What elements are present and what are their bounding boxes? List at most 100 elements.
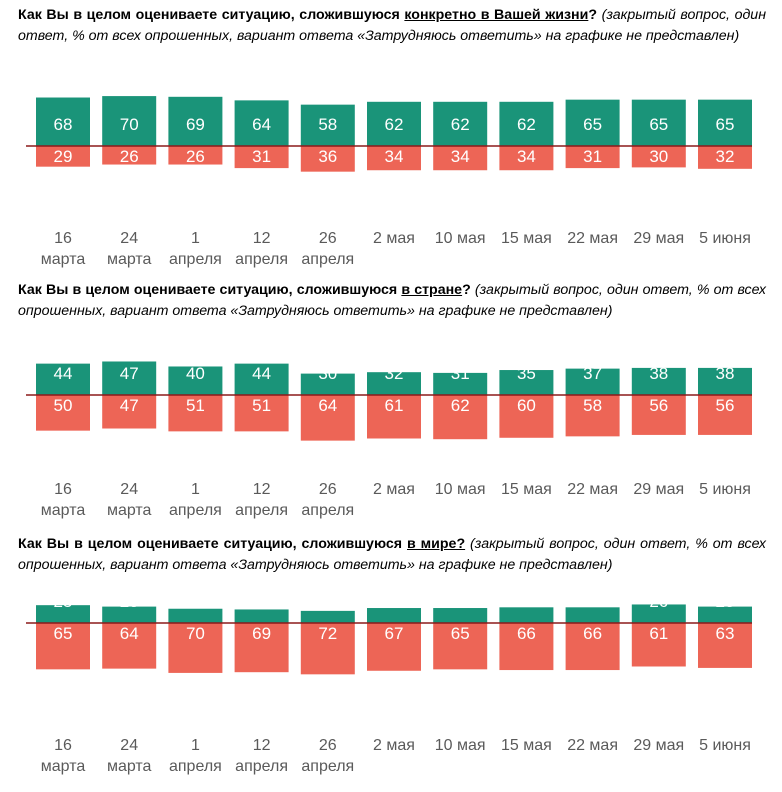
bar-negative [565, 146, 620, 169]
data-label-positive: 31 [451, 364, 470, 383]
bar-negative [499, 623, 554, 671]
bar-group: 32 61 [367, 364, 421, 439]
tick-label: апреля [301, 758, 354, 775]
tick-label: 22 мая [567, 230, 618, 247]
bar-group: 44 50 [36, 363, 90, 431]
data-label-negative: 65 [54, 624, 73, 643]
tick-label: апреля [169, 758, 222, 775]
bar-negative [168, 623, 223, 673]
data-label-negative: 34 [385, 147, 404, 166]
bar-negative [565, 623, 620, 671]
question-note: (закрытый вопрос, один ответ, % от всех … [18, 7, 766, 44]
bar-positive [433, 101, 488, 146]
data-label-positive: 38 [716, 364, 735, 383]
data-label-positive: 22 [517, 592, 536, 611]
data-label-negative: 47 [120, 396, 139, 415]
data-label-negative: 65 [451, 624, 470, 643]
data-label-negative: 50 [54, 396, 73, 415]
tick-label: 12 [253, 737, 271, 754]
data-label-negative: 51 [186, 396, 205, 415]
question-main: Как Вы в целом оцениваете ситуацию, слож… [18, 282, 402, 298]
bar-group: 37 58 [565, 364, 620, 437]
question-emphasis: в мире? [407, 536, 466, 552]
bar-negative [234, 146, 289, 169]
tick-label: марта [41, 251, 86, 268]
data-label-negative: 70 [186, 624, 205, 643]
bar-group: 64 31 [234, 100, 289, 169]
tick-label: 2 мая [373, 737, 415, 754]
data-label-negative: 58 [583, 396, 602, 415]
data-label-negative: 29 [54, 147, 73, 166]
bar-positive [433, 372, 488, 395]
tick-label: 1 [191, 230, 200, 247]
data-label-negative: 56 [649, 396, 668, 415]
data-label-negative: 61 [385, 396, 404, 415]
question-emphasis: в стране [401, 282, 463, 298]
tick-label: апреля [235, 502, 288, 519]
data-label-positive: 38 [649, 364, 668, 383]
bar-positive [36, 363, 90, 395]
bar-group: 38 56 [698, 364, 752, 435]
tick-label: 29 мая [633, 481, 684, 498]
bar-positive [433, 608, 488, 623]
bar-negative [698, 395, 752, 435]
bar-group: 23 63 [698, 592, 752, 668]
bar-negative [499, 146, 554, 171]
data-label-negative: 26 [120, 147, 139, 166]
bar-group: 62 34 [433, 101, 488, 171]
bar-negative [36, 623, 90, 670]
bar-negative [565, 395, 620, 437]
data-label-negative: 64 [120, 624, 139, 643]
tick-label: марта [107, 251, 152, 268]
data-label-negative: 61 [649, 624, 668, 643]
bar-positive [499, 370, 554, 395]
data-label-positive: 62 [451, 115, 470, 134]
data-label-positive: 20 [186, 592, 205, 611]
bar-positive [234, 363, 289, 395]
bar-group: 21 67 [367, 592, 421, 671]
bar-positive [300, 610, 355, 623]
tick-label: 2 мая [373, 230, 415, 247]
bar-positive [367, 608, 421, 623]
data-label-negative: 60 [517, 396, 536, 415]
bar-group: 21 65 [433, 592, 488, 670]
data-label-positive: 23 [120, 592, 139, 611]
bar-positive [102, 96, 157, 146]
data-label-positive: 70 [120, 115, 139, 134]
tick-label: апреля [169, 251, 222, 268]
data-label-positive: 35 [517, 364, 536, 383]
question-text: Как Вы в целом оцениваете ситуацию, слож… [18, 5, 766, 47]
tick-label: апреля [169, 502, 222, 519]
bar-positive [499, 101, 554, 146]
bar-group: 38 56 [631, 364, 686, 435]
bar-negative [631, 146, 686, 168]
question-end: ? [588, 7, 598, 23]
data-label-positive: 65 [649, 115, 668, 134]
tick-label: марта [107, 758, 152, 775]
bar-group: 47 47 [102, 361, 157, 429]
data-label-negative: 34 [451, 147, 470, 166]
bar-positive [102, 361, 157, 395]
bar-negative [300, 395, 355, 441]
bar-negative [168, 395, 223, 432]
data-label-negative: 67 [385, 624, 404, 643]
data-label-negative: 66 [517, 624, 536, 643]
bar-negative [433, 146, 488, 171]
data-label-positive: 65 [716, 115, 735, 134]
bar-group: 22 66 [499, 592, 554, 671]
bar-positive [300, 104, 355, 146]
data-label-negative: 66 [583, 624, 602, 643]
tick-label: марта [41, 758, 86, 775]
tick-label: 16 [54, 481, 72, 498]
bar-group: 31 62 [433, 364, 488, 440]
tick-label: марта [107, 502, 152, 519]
bar-group: 62 34 [499, 101, 554, 171]
bar-negative [102, 146, 157, 165]
bar-negative [300, 146, 355, 172]
bar-group: 70 26 [102, 96, 157, 166]
tick-label: 10 мая [435, 230, 486, 247]
